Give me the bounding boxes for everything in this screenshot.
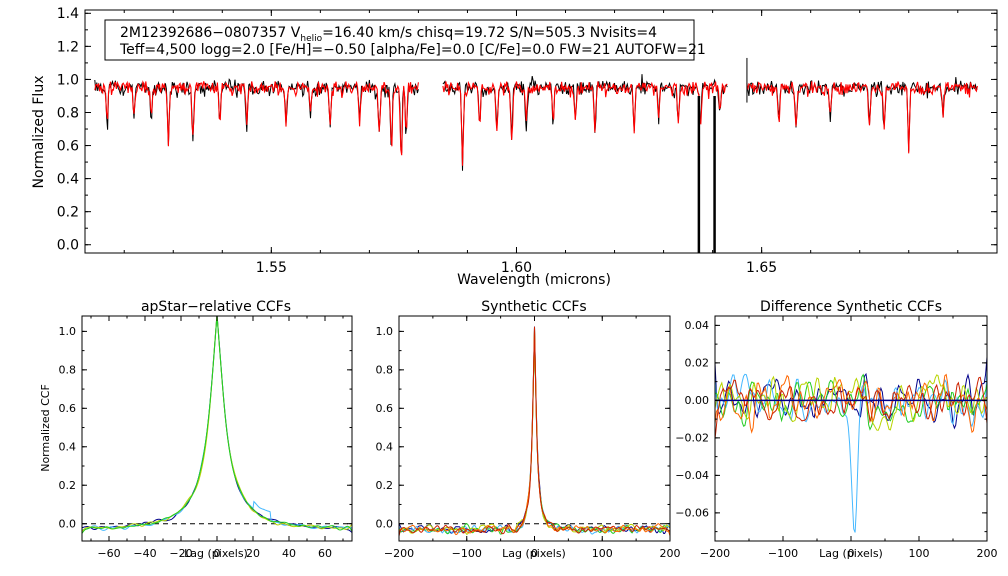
spectrum-axes: 1.55 1.60 1.65 0.0 0.2 0.4 0.6 0.8 1.0 1.2 1.4: [57, 6, 997, 276]
difference-ccf-ytick-label: −0.02: [675, 432, 709, 445]
apstar-ccf-ytick-label: 1.0: [59, 325, 77, 338]
difference-ccf-series-5: [715, 373, 987, 434]
synthetic-ccf-series-5: [399, 327, 670, 537]
spectrum-frame: [84, 9, 998, 254]
difference-ccf-ytick-label: 0.02: [685, 357, 710, 370]
spectrum-xtick-label: 1.60: [501, 260, 532, 276]
apstar-ccf-ytick-label: 0.0: [59, 518, 77, 531]
legend-box: [104, 19, 695, 61]
apstar-ccf-series-2: [82, 316, 352, 531]
difference-ccf-ytick-label: −0.06: [675, 507, 709, 520]
difference-ccf-xtick-label: −200: [700, 547, 730, 560]
synthetic-ccf-xtick-label: 0: [531, 547, 538, 560]
apstar-ccf-panel: apStar−relative CCFs −60 −40 −20 0 20 40 60 0.0…: [39, 299, 353, 560]
spectrum-xtick-label: 1.55: [256, 260, 287, 276]
spectrum-lines: [94, 57, 978, 253]
apstar-ccf-xtick-label: −60: [97, 547, 120, 560]
difference-ccf-series-2: [715, 370, 987, 533]
apstar-ccf-xtick-label: 40: [282, 547, 296, 560]
apstar-ccf-series-1: [82, 316, 352, 533]
synthetic-ccf-series-1: [399, 326, 670, 534]
difference-ccf-title: Difference Synthetic CCFs: [760, 299, 942, 315]
difference-ccf-xlabel: Lag (pixels): [819, 547, 883, 560]
apstar-ccf-xtick-label: −20: [169, 547, 192, 560]
apstar-ccf-xtick-label: 0: [214, 547, 221, 560]
difference-ccf-xtick-label: 200: [977, 547, 998, 560]
spectrum-xlabel: Wavelength (microns): [457, 272, 611, 288]
apstar-ccf-ytick-label: 0.6: [59, 402, 77, 415]
difference-ccf-series-6: [715, 376, 987, 440]
apstar-ccf-xtick-label: −40: [133, 547, 156, 560]
difference-ccf-axes: −200 −100 0 100 200 −0.06 −0.04 −0.02 0.00 0.02 0.…: [675, 316, 998, 560]
legend-vhelio-sub: helio: [300, 34, 322, 44]
synthetic-ccf-ytick-label: 0.8: [376, 364, 394, 377]
apstar-ccf-frame: [81, 315, 353, 542]
spectrum-ytick-label: 0.4: [57, 172, 79, 188]
synthetic-ccf-xtick-label: −200: [384, 547, 414, 560]
apstar-ccf-ytick-label: 0.2: [59, 479, 77, 492]
synthetic-ccf-series-6: [399, 326, 670, 537]
difference-ccf-xtick-label: 100: [909, 547, 930, 560]
difference-ccf-ytick-label: 0.04: [685, 319, 710, 332]
difference-ccf-xtick-label: −100: [768, 547, 798, 560]
spectrum-ytick-label: 0.8: [57, 105, 79, 121]
apstar-ccf-title: apStar−relative CCFs: [141, 299, 291, 315]
synthetic-ccf-ytick-label: 0.4: [376, 441, 394, 454]
apstar-ccf-ytick-label: 0.4: [59, 441, 77, 454]
synthetic-ccf-ytick-label: 0.0: [376, 518, 394, 531]
spectrum-legend: 2M12392686−0807357 Vhelio=16.40 km/s chi…: [104, 19, 706, 61]
synthetic-ccf-series-4: [399, 329, 670, 535]
synthetic-ccf-title: Synthetic CCFs: [481, 299, 586, 315]
spectrum-ytick-label: 1.2: [57, 39, 79, 55]
difference-ccf-xtick-label: 0: [848, 547, 855, 560]
synthetic-ccf-xlabel: Lag (pixels): [502, 547, 566, 560]
spectrum-ytick-label: 0.2: [57, 205, 79, 221]
spectrum-series-model: [94, 80, 419, 156]
synthetic-ccf-series-3: [399, 331, 670, 535]
difference-ccf-panel: Difference Synthetic CCFs −200 −100 0 100 20…: [675, 299, 997, 560]
difference-ccf-plot-area: [715, 357, 987, 533]
apstar-ccf-plot-area: [82, 316, 352, 534]
apstar-ccf-xtick-label: 20: [246, 547, 260, 560]
difference-ccf-ytick-label: 0.00: [685, 394, 710, 407]
spectrum-ytick-label: 0.6: [57, 138, 79, 154]
synthetic-ccf-ytick-label: 1.0: [376, 325, 394, 338]
apstar-ccf-series-3: [82, 316, 352, 532]
apstar-ccf-xlabel: Lag (pixels): [184, 547, 248, 560]
spectrum-series-model: [746, 81, 978, 154]
synthetic-ccf-plot-area: [399, 326, 670, 537]
synthetic-ccf-series-2: [399, 327, 670, 535]
synthetic-ccf-ytick-label: 0.2: [376, 479, 394, 492]
legend-line-1: 2M12392686−0807357 Vhelio=16.40 km/s chi…: [120, 25, 657, 44]
spectrum-xtick-label: 1.65: [746, 260, 777, 276]
apstar-ccf-ytick-label: 0.8: [59, 364, 77, 377]
difference-ccf-ytick-label: −0.04: [675, 469, 709, 482]
spectrum-series-model: [442, 80, 728, 166]
apstar-ccf-ylabel: Normalized CCF: [39, 384, 52, 472]
legend-stats: =16.40 km/s chisq=19.72 S/N=505.3 Nvisit…: [322, 25, 657, 41]
apstar-ccf-axes: −60 −40 −20 0 20 40 60 0.0 0.2 0.4 0.6 0.8 1.0: [59, 316, 352, 560]
spectrum-plot-area: [94, 57, 978, 253]
synthetic-ccf-ytick-label: 0.6: [376, 402, 394, 415]
apstar-ccf-xtick-label: 60: [318, 547, 332, 560]
synthetic-ccf-panel: Synthetic CCFs −200 −100 0 100 200 0.0 0.2 0.4 0…: [376, 299, 681, 560]
spectrum-ytick-label: 0.0: [57, 238, 79, 254]
synthetic-ccf-xtick-label: 200: [660, 547, 681, 560]
spectrum-panel: 1.55 1.60 1.65 0.0 0.2 0.4 0.6 0.8 1.0 1.2 1.4 Wav…: [31, 6, 998, 288]
difference-ccf-frame: [714, 315, 988, 542]
legend-line-2: Teff=4,500 logg=2.0 [Fe/H]=−0.50 [alpha/…: [119, 42, 706, 58]
synthetic-ccf-xtick-label: 100: [592, 547, 613, 560]
synthetic-ccf-axes: −200 −100 0 100 200 0.0 0.2 0.4 0.6 0.8 1.0: [376, 316, 681, 560]
synthetic-ccf-xtick-label: −100: [452, 547, 482, 560]
legend-star-id: 2M12392686−0807357 V: [120, 25, 301, 41]
spectrum-ylabel: Normalized Flux: [31, 76, 47, 189]
spectrum-series-observed: [94, 78, 419, 153]
spectrum-ytick-label: 1.0: [57, 72, 79, 88]
apstar-ccf-series-4: [82, 316, 352, 534]
spectrum-ytick-label: 1.4: [57, 6, 79, 22]
